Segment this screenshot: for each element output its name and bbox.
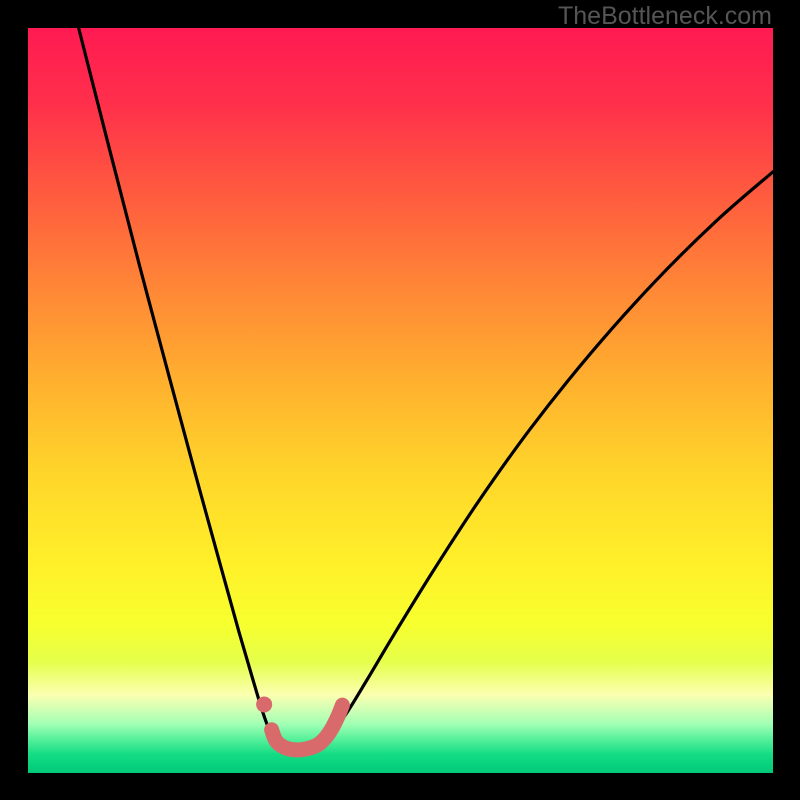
chart-stage: TheBottleneck.com [0,0,800,800]
plot-area [28,28,773,773]
bottleneck-curve [79,28,773,750]
curve-layer [28,28,773,773]
salmon-u-overlay [272,705,343,750]
salmon-dot [256,696,272,712]
watermark-text: TheBottleneck.com [558,2,772,31]
